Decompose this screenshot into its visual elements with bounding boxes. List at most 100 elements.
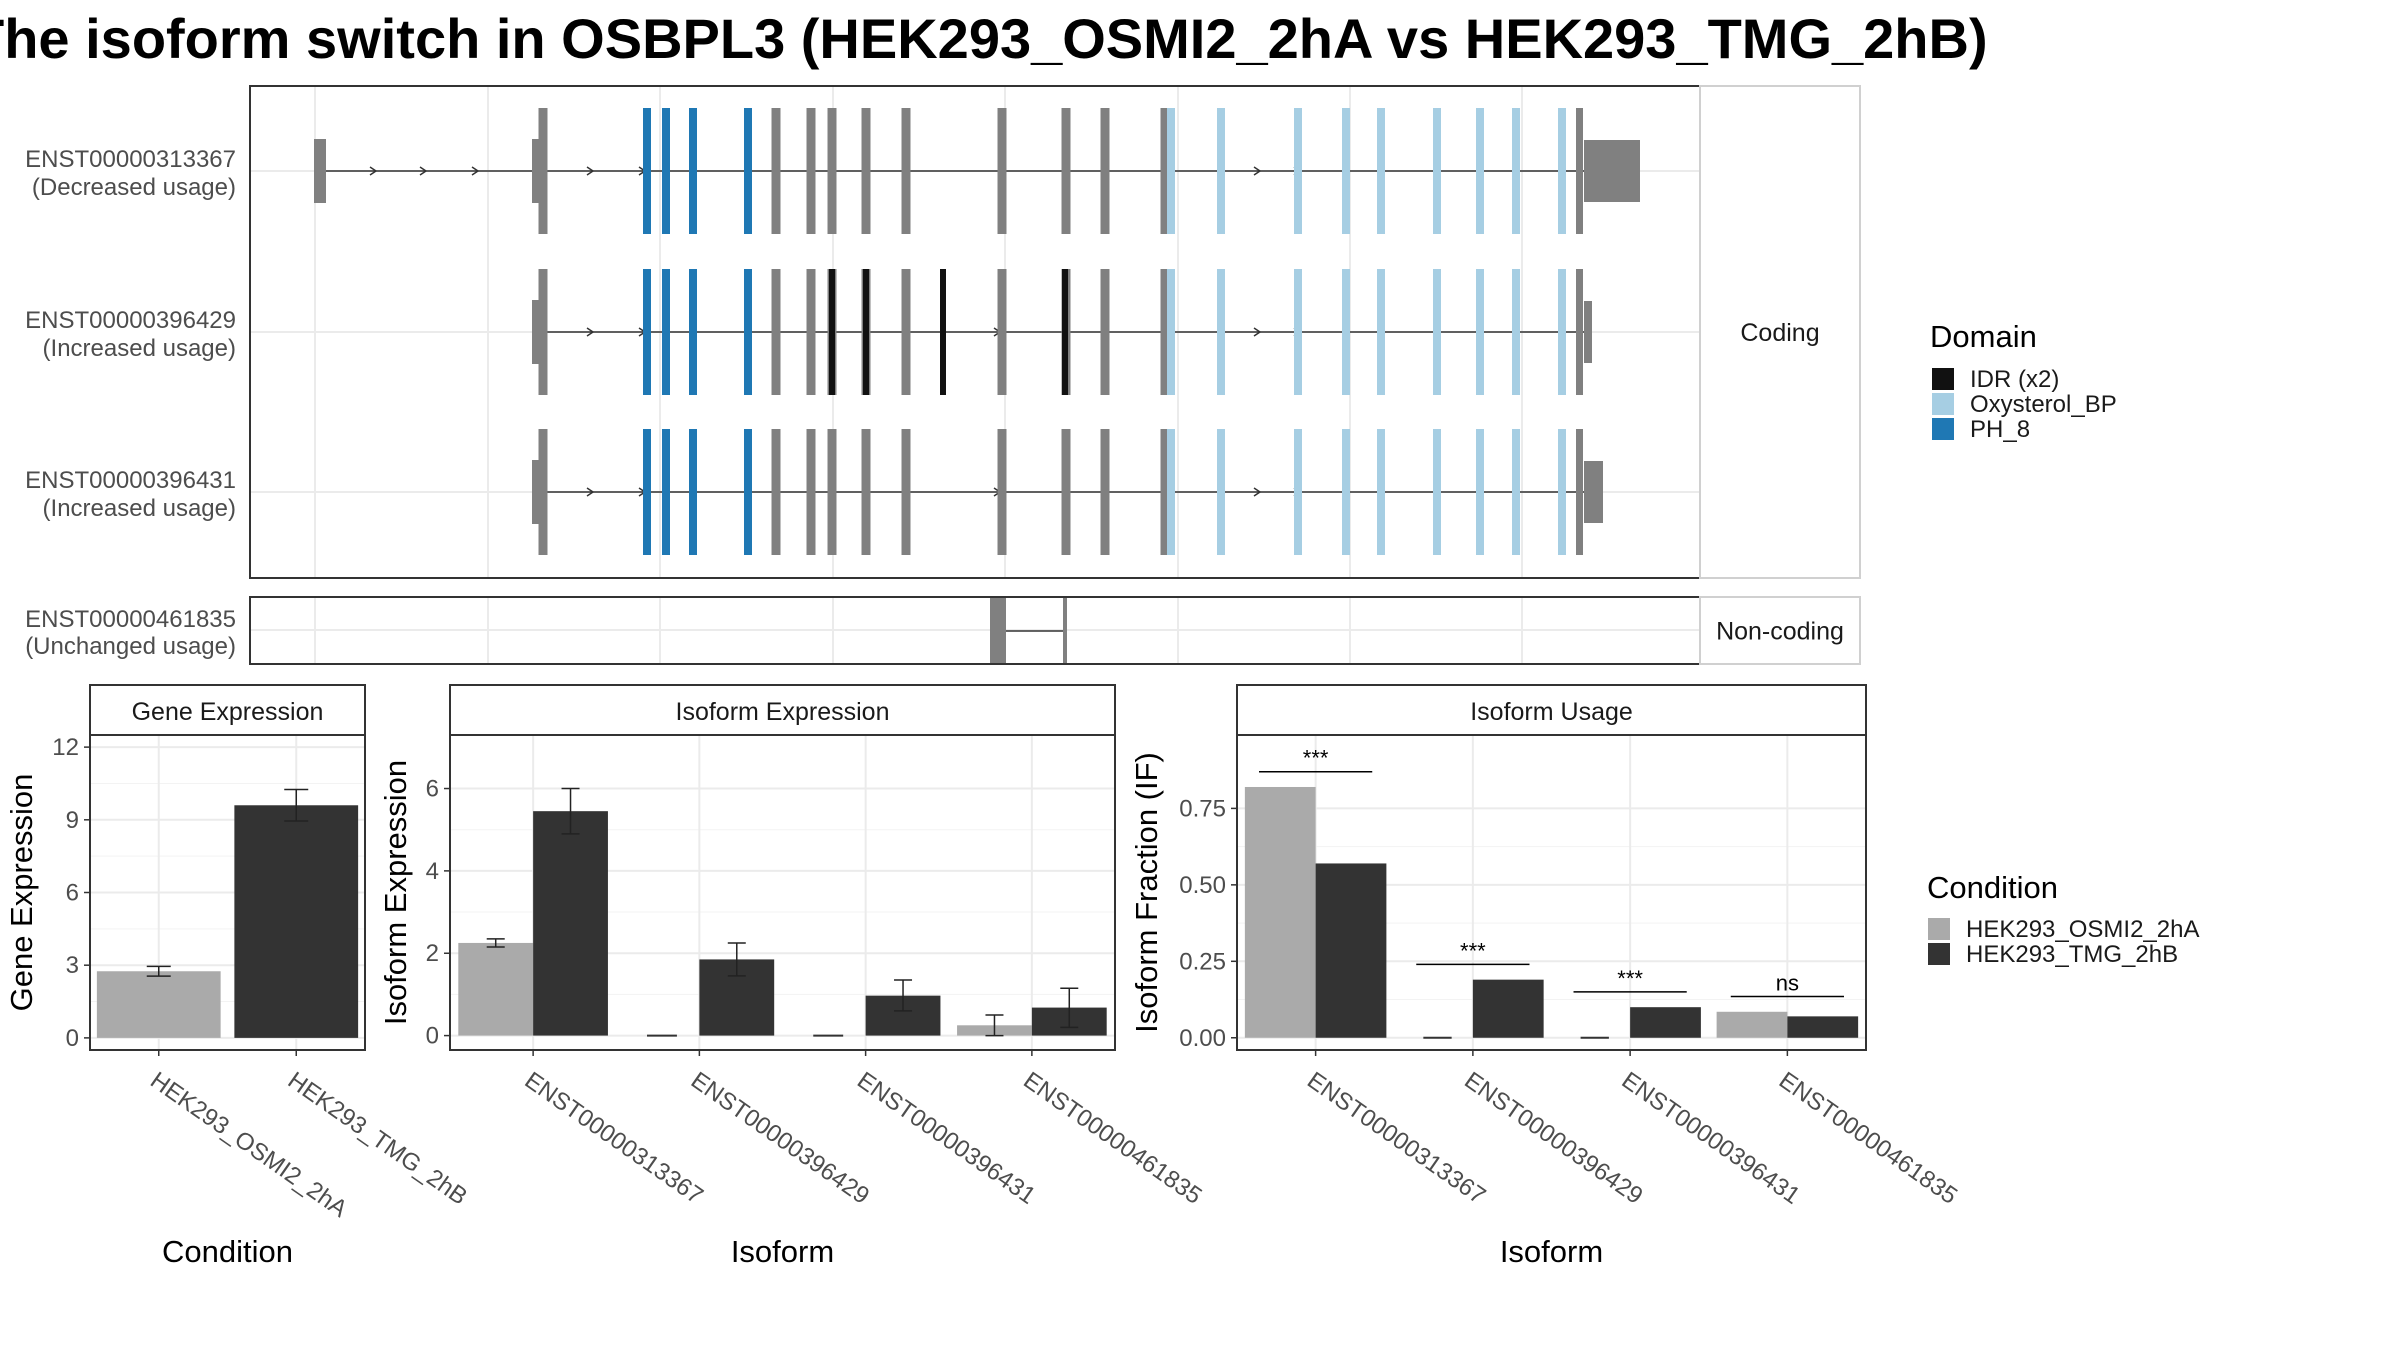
significance-label: *** bbox=[1303, 746, 1329, 771]
coding-exon bbox=[538, 269, 548, 395]
bar-HEK293_TMG_2hB-ENST00000313367 bbox=[533, 811, 608, 1036]
x-axis-title: Isoform bbox=[731, 1234, 834, 1269]
y-axis-title: Isoform Fraction (IF) bbox=[1129, 752, 1164, 1033]
utr-exon-end bbox=[1584, 140, 1640, 202]
oxysterol-domain-exon bbox=[1167, 108, 1175, 234]
coding-exon bbox=[806, 429, 816, 555]
x-tick-label: ENST00000461835 bbox=[1018, 1067, 1206, 1210]
coding-exon bbox=[1160, 269, 1170, 395]
utr-exon bbox=[314, 139, 326, 203]
significance-label: *** bbox=[1460, 938, 1486, 963]
coding-exon bbox=[1160, 429, 1170, 555]
idr-domain-exon bbox=[829, 269, 835, 395]
coding-exon bbox=[1100, 429, 1110, 555]
coding-exon bbox=[997, 429, 1007, 555]
y-tick-label: 0 bbox=[66, 1025, 79, 1052]
noncoding-strip-label: Non-coding bbox=[1716, 618, 1844, 646]
x-tick-label: ENST00000396431 bbox=[852, 1067, 1040, 1210]
transcript-usage-label: (Unchanged usage) bbox=[25, 633, 236, 660]
y-tick-label: 12 bbox=[52, 734, 79, 761]
bar-HEK293_TMG_2hB bbox=[234, 805, 359, 1038]
coding-exon bbox=[901, 269, 911, 395]
coding-exon bbox=[538, 429, 548, 555]
transcript-id-label: ENST00000461835 bbox=[25, 606, 236, 633]
coding-exon bbox=[861, 108, 871, 234]
ph8-domain-exon bbox=[643, 269, 651, 395]
ph8-domain-exon bbox=[662, 269, 670, 395]
y-tick-label: 0.75 bbox=[1179, 795, 1226, 822]
oxysterol-domain-exon bbox=[1558, 269, 1566, 395]
ph8-domain-exon bbox=[662, 429, 670, 555]
oxysterol-domain-exon bbox=[1294, 108, 1302, 234]
significance-label: *** bbox=[1617, 966, 1643, 991]
coding-exon bbox=[901, 429, 911, 555]
coding-exon bbox=[1160, 108, 1170, 234]
transcript-usage-label: (Increased usage) bbox=[43, 495, 236, 522]
coding-exon bbox=[1061, 108, 1071, 234]
coding-exon bbox=[1100, 108, 1110, 234]
y-tick-label: 3 bbox=[66, 952, 79, 979]
coding-exon bbox=[806, 108, 816, 234]
idr-domain-exon bbox=[863, 269, 869, 395]
utr-exon bbox=[532, 139, 542, 203]
domain-legend-label: PH_8 bbox=[1970, 416, 2030, 443]
idr-domain-exon bbox=[1062, 269, 1068, 395]
panel-title: Isoform Usage bbox=[1470, 698, 1633, 726]
x-tick-label: ENST00000396429 bbox=[686, 1067, 874, 1210]
y-tick-label: 4 bbox=[426, 858, 439, 885]
bar-HEK293_OSMI2_2hA bbox=[96, 971, 221, 1038]
oxysterol-domain-exon bbox=[1217, 108, 1225, 234]
y-tick-label: 0.00 bbox=[1179, 1025, 1226, 1052]
panel-title: Gene Expression bbox=[132, 698, 324, 726]
oxysterol-domain-exon bbox=[1558, 108, 1566, 234]
transcript-ENST00000313367 bbox=[314, 108, 1640, 234]
coding-exon bbox=[806, 269, 816, 395]
transcript-structure-panel: ENST00000313367(Decreased usage) ENST0000… bbox=[25, 85, 1861, 665]
oxysterol-domain-exon bbox=[1433, 269, 1441, 395]
oxysterol-domain-exon bbox=[1294, 429, 1302, 555]
bar-HEK293_TMG_2hB-ENST00000461835 bbox=[1787, 1016, 1859, 1038]
ph8-domain-exon bbox=[744, 108, 752, 234]
utr-exon-end bbox=[1584, 461, 1603, 523]
domain-legend-key bbox=[1932, 368, 1954, 390]
transcript-ENST00000396429 bbox=[532, 269, 1592, 395]
bar-HEK293_OSMI2_2hA-ENST00000461835 bbox=[1716, 1011, 1788, 1038]
oxysterol-domain-exon bbox=[1167, 269, 1175, 395]
direction-arrow bbox=[1253, 487, 1262, 497]
oxysterol-domain-exon bbox=[1433, 108, 1441, 234]
utr-exon bbox=[532, 460, 542, 524]
panel-title: Isoform Expression bbox=[676, 698, 890, 726]
direction-arrow bbox=[419, 166, 428, 176]
coding-exon bbox=[1100, 269, 1110, 395]
coding-exon bbox=[1576, 108, 1583, 234]
ph8-domain-exon bbox=[689, 108, 697, 234]
panel-strip bbox=[89, 684, 366, 736]
y-tick-label: 0 bbox=[426, 1023, 439, 1050]
bar-HEK293_OSMI2_2hA-ENST00000313367 bbox=[1244, 786, 1316, 1038]
condition-legend-key bbox=[1928, 943, 1950, 965]
transcript-ENST00000396431 bbox=[532, 429, 1603, 555]
coding-exon bbox=[1061, 429, 1071, 555]
coding-exon bbox=[997, 108, 1007, 234]
coding-exon bbox=[901, 108, 911, 234]
y-tick-label: 0.25 bbox=[1179, 948, 1226, 975]
coding-exon bbox=[538, 108, 548, 234]
oxysterol-domain-exon bbox=[1342, 269, 1350, 395]
coding-exon bbox=[827, 429, 837, 555]
domain-legend-key bbox=[1932, 418, 1954, 440]
direction-arrow bbox=[586, 327, 595, 337]
condition-legend-title: Condition bbox=[1927, 870, 2058, 905]
transcript-id-label: ENST00000313367 bbox=[25, 146, 236, 173]
ph8-domain-exon bbox=[662, 108, 670, 234]
bar-HEK293_TMG_2hB-ENST00000396431 bbox=[1630, 1007, 1701, 1038]
bar-HEK293_TMG_2hB-ENST00000396429 bbox=[1472, 979, 1544, 1038]
utr-exon-end bbox=[1584, 301, 1592, 363]
ph8-domain-exon bbox=[744, 269, 752, 395]
domain-legend-label: IDR (x2) bbox=[1970, 366, 2059, 393]
direction-arrow bbox=[1253, 327, 1262, 337]
oxysterol-domain-exon bbox=[1476, 269, 1484, 395]
chart-panel-3: 0.00 0.25 0.50 0.75 *** *** *** ns Isoform Usage… bbox=[1129, 684, 1962, 1269]
